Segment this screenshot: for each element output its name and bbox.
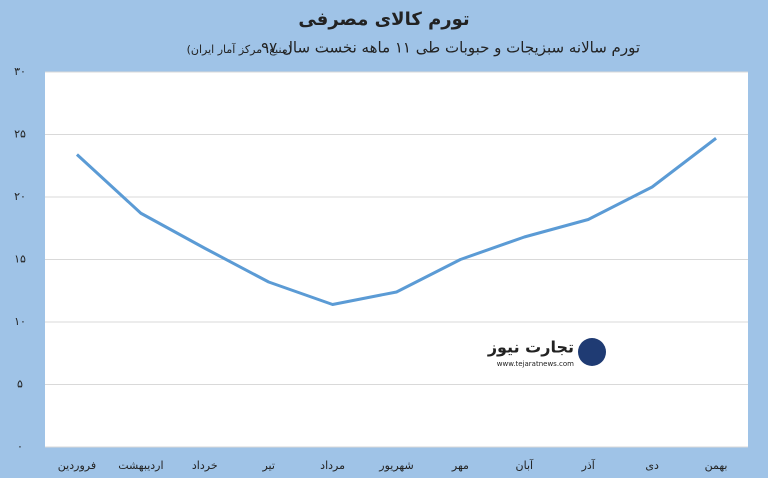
logo: تجارت نیوز www.tejaratnews.com xyxy=(476,333,612,371)
x-tick-label: آبان xyxy=(516,458,534,472)
y-tick-label: ۰ xyxy=(17,440,23,453)
x-tick-label: اردیبهشت xyxy=(118,459,163,472)
data-line xyxy=(75,137,717,306)
x-tick-label: بهمن xyxy=(705,459,728,472)
x-tick-label: شهریور xyxy=(378,459,413,472)
y-tick-label: ۱۰ xyxy=(14,315,26,328)
x-tick-label: تیر xyxy=(261,459,274,472)
y-tick-label: ۲۰ xyxy=(14,190,26,203)
logo-box xyxy=(476,333,612,371)
y-tick-label: ۵ xyxy=(17,378,23,391)
x-tick-label: آذر xyxy=(581,458,596,472)
logo-name: تجارت نیوز xyxy=(487,338,574,357)
y-tick-label: ۱۵ xyxy=(14,253,26,266)
source: (منبع: مرکز آمار ایران) xyxy=(187,42,292,56)
x-tick-label: مهر xyxy=(451,459,469,472)
y-tick-label: ۳۰ xyxy=(14,65,26,78)
x-tick-label: مرداد xyxy=(320,459,345,472)
x-tick-label: دی xyxy=(645,459,659,472)
logo-icon xyxy=(578,338,606,366)
chart-title: تورم کالای مصرفی xyxy=(298,9,469,30)
y-tick-label: ۲۵ xyxy=(14,128,26,141)
chart-subtitle: تورم سالانه سبزیجات و حبوبات طی ۱۱ ماهه … xyxy=(261,39,640,57)
x-tick-label: فروردین xyxy=(58,459,96,472)
logo-url: www.tejaratnews.com xyxy=(497,360,574,368)
x-tick-label: خرداد xyxy=(192,459,218,472)
